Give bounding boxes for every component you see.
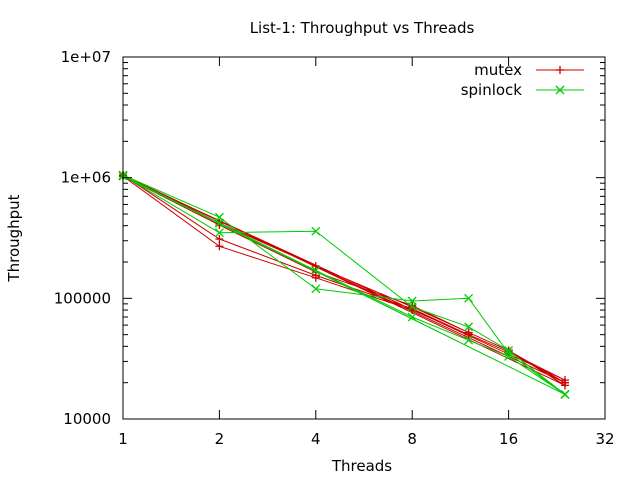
x-axis-label: Threads bbox=[331, 457, 392, 475]
data-point-mutex bbox=[464, 328, 473, 337]
y-axis: 10000 100000 1e+06 1e+07 bbox=[54, 48, 605, 428]
data-point-spinlock bbox=[214, 228, 224, 238]
data-point-spinlock bbox=[464, 335, 474, 345]
data-point-mutex bbox=[408, 301, 417, 310]
legend: mutex spinlock bbox=[461, 61, 584, 99]
legend-marker-mutex bbox=[556, 66, 564, 74]
chart-title: List-1: Throughput vs Threads bbox=[250, 19, 475, 37]
data-point-mutex bbox=[215, 235, 224, 244]
x-tick-label: 8 bbox=[407, 430, 417, 448]
series-mutex bbox=[119, 171, 569, 390]
y-axis-label: Throughput bbox=[5, 194, 23, 282]
legend-label-spinlock: spinlock bbox=[461, 81, 523, 99]
data-point-spinlock bbox=[504, 348, 514, 358]
data-point-spinlock bbox=[311, 226, 321, 236]
data-point-mutex bbox=[560, 378, 569, 387]
legend-marker-spinlock bbox=[555, 85, 565, 95]
y-tick-label: 1e+07 bbox=[61, 48, 111, 66]
data-point-spinlock bbox=[407, 302, 417, 312]
y-tick-label: 100000 bbox=[54, 289, 111, 307]
data-point-spinlock bbox=[464, 293, 474, 303]
x-tick-label: 32 bbox=[595, 430, 614, 448]
y-tick-label: 1e+06 bbox=[61, 169, 111, 187]
data-point-spinlock bbox=[560, 389, 570, 399]
data-point-spinlock bbox=[504, 351, 514, 361]
x-tick-label: 4 bbox=[311, 430, 321, 448]
series-line-mutex bbox=[122, 174, 566, 386]
data-point-mutex bbox=[215, 242, 224, 251]
y-tick-label: 10000 bbox=[63, 410, 111, 428]
data-point-spinlock bbox=[407, 312, 417, 322]
data-point-spinlock bbox=[311, 284, 321, 294]
legend-label-mutex: mutex bbox=[474, 61, 522, 79]
x-axis: 1 2 4 8 16 32 bbox=[118, 57, 615, 448]
x-tick-label: 16 bbox=[499, 430, 518, 448]
x-tick-label: 1 bbox=[118, 430, 128, 448]
data-point-spinlock bbox=[214, 218, 224, 228]
x-tick-label: 2 bbox=[215, 430, 225, 448]
data-point-spinlock bbox=[464, 322, 474, 332]
data-point-spinlock bbox=[311, 266, 321, 275]
plot-frame bbox=[122, 56, 606, 420]
plot-area bbox=[118, 170, 570, 399]
series-line-spinlock bbox=[122, 174, 566, 395]
series-spinlock bbox=[118, 170, 570, 399]
